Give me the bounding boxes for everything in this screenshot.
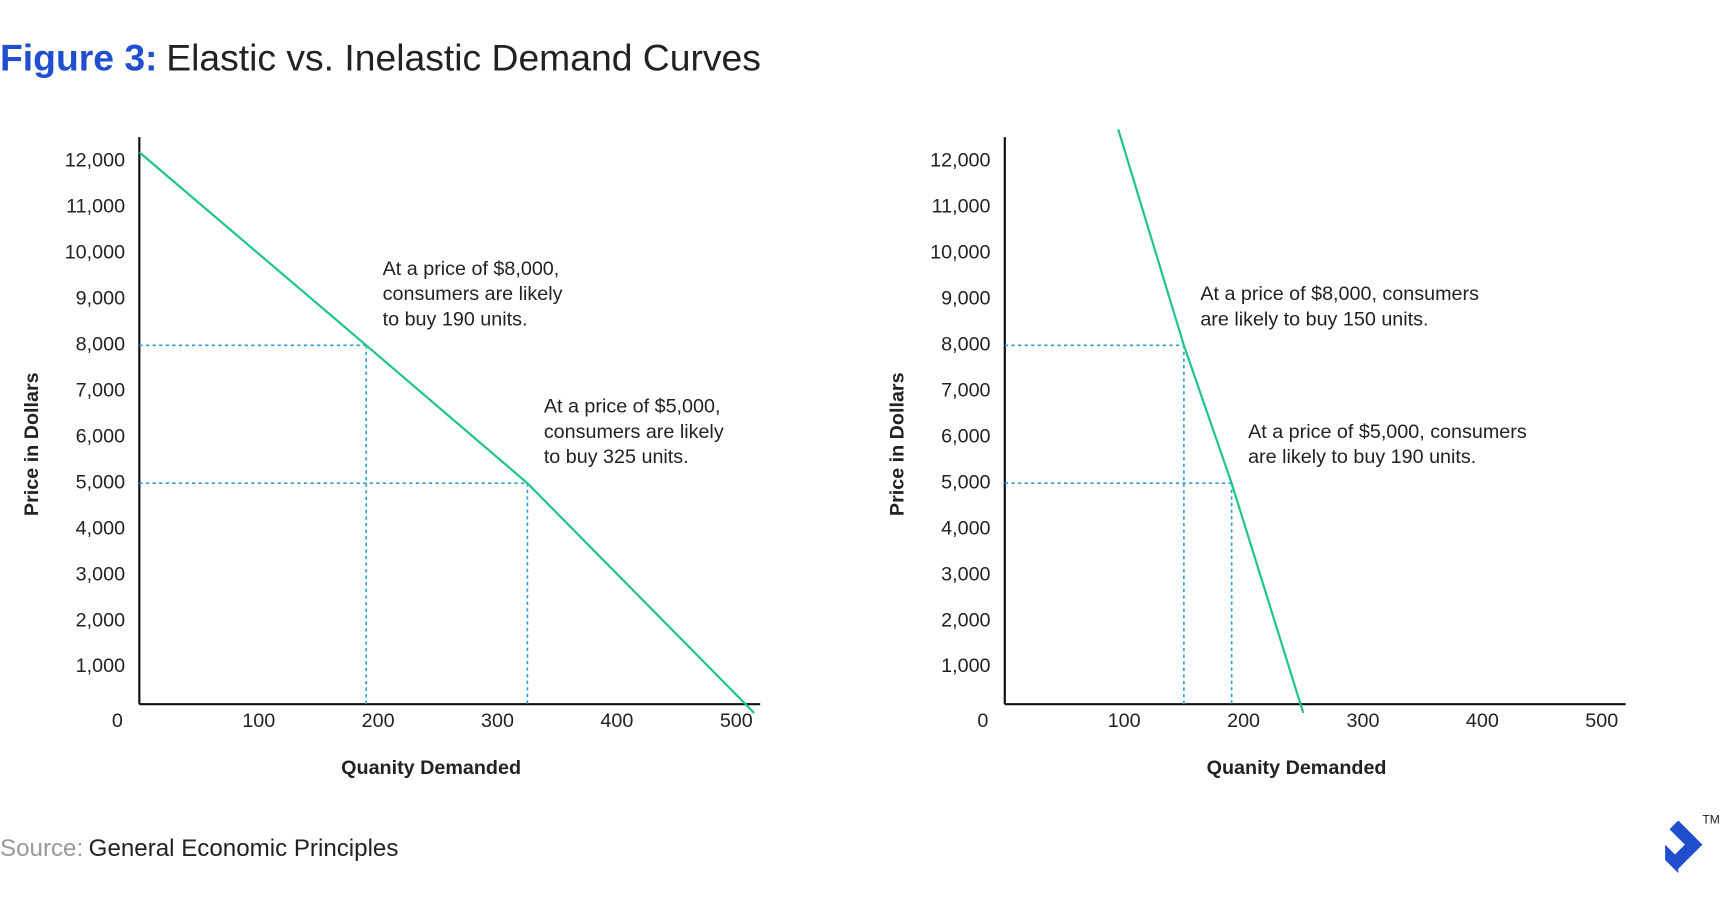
source: Source: General Economic Principles xyxy=(0,835,398,862)
y-tick-label: 5,000 xyxy=(941,471,990,493)
annotation: At a price of $8,000, consumers xyxy=(1200,283,1479,305)
x-tick-label: 100 xyxy=(1108,710,1141,732)
y-tick-label: 3,000 xyxy=(941,563,990,585)
x-axis-label: Quanity Demanded xyxy=(341,757,521,779)
annotation: At a price of $5,000, xyxy=(544,396,721,418)
y-tick-label: 6,000 xyxy=(76,425,125,447)
source-text: General Economic Principles xyxy=(89,835,399,862)
x-tick-label: 400 xyxy=(600,710,633,732)
y-tick-label: 4,000 xyxy=(941,517,990,539)
x-tick-label: 200 xyxy=(362,710,395,732)
y-tick-label: 8,000 xyxy=(76,334,125,356)
y-tick-label: 2,000 xyxy=(941,609,990,631)
x-tick-label: 300 xyxy=(481,710,514,732)
x-tick-label: 200 xyxy=(1227,710,1260,732)
source-label: Source: xyxy=(0,835,83,862)
y-tick-label: 12,000 xyxy=(930,150,990,172)
y-tick-label: 11,000 xyxy=(932,196,991,218)
annotation: At a price of $5,000, consumers xyxy=(1248,421,1527,443)
y-tick-label: 6,000 xyxy=(941,425,990,447)
title-text: Elastic vs. Inelastic Demand Curves xyxy=(166,36,761,78)
y-tick-label: 3,000 xyxy=(76,563,125,585)
logo xyxy=(1665,820,1703,874)
x-tick-label: 400 xyxy=(1466,710,1499,732)
figure-label: Figure 3: xyxy=(0,36,157,78)
y-tick-label: 4,000 xyxy=(76,517,125,539)
y-tick-label: 1,000 xyxy=(76,655,125,677)
x-tick-label: 0 xyxy=(112,710,123,732)
logo-mark: TM xyxy=(1702,813,1719,827)
y-tick-label: 1,000 xyxy=(941,655,990,677)
logo-shape xyxy=(1665,844,1679,874)
annotation: consumers are likely xyxy=(544,421,724,443)
annotation: to buy 190 units. xyxy=(383,308,528,330)
y-tick-label: 8,000 xyxy=(941,334,990,356)
y-tick-label: 12,000 xyxy=(65,150,125,172)
y-tick-label: 7,000 xyxy=(941,379,990,401)
y-tick-label: 9,000 xyxy=(76,288,125,310)
annotation: are likely to buy 150 units. xyxy=(1200,308,1428,330)
y-tick-label: 2,000 xyxy=(76,609,125,631)
demand-curve xyxy=(138,151,755,714)
annotation: consumers are likely xyxy=(383,283,563,305)
x-tick-label: 300 xyxy=(1346,710,1379,732)
x-tick-label: 100 xyxy=(242,710,275,732)
y-tick-label: 7,000 xyxy=(76,379,125,401)
x-tick-label: 500 xyxy=(720,710,753,732)
x-tick-label: 0 xyxy=(977,710,988,732)
annotation: are likely to buy 190 units. xyxy=(1248,446,1476,468)
y-axis-label: Price in Dollars xyxy=(21,372,43,516)
y-tick-label: 5,000 xyxy=(76,471,125,493)
annotation: At a price of $8,000, xyxy=(383,258,560,280)
title: Figure 3: Elastic vs. Inelastic Demand Cu… xyxy=(0,36,761,78)
demand-curve xyxy=(1117,128,1305,714)
y-tick-label: 9,000 xyxy=(941,288,990,310)
y-tick-label: 11,000 xyxy=(66,196,125,218)
y-tick-label: 10,000 xyxy=(930,242,990,264)
logo-shape xyxy=(1669,820,1703,869)
x-tick-label: 500 xyxy=(1585,710,1618,732)
y-tick-label: 10,000 xyxy=(65,242,125,264)
x-axis-label: Quanity Demanded xyxy=(1207,757,1387,779)
y-axis-label: Price in Dollars xyxy=(887,372,909,516)
annotation: to buy 325 units. xyxy=(544,446,689,468)
